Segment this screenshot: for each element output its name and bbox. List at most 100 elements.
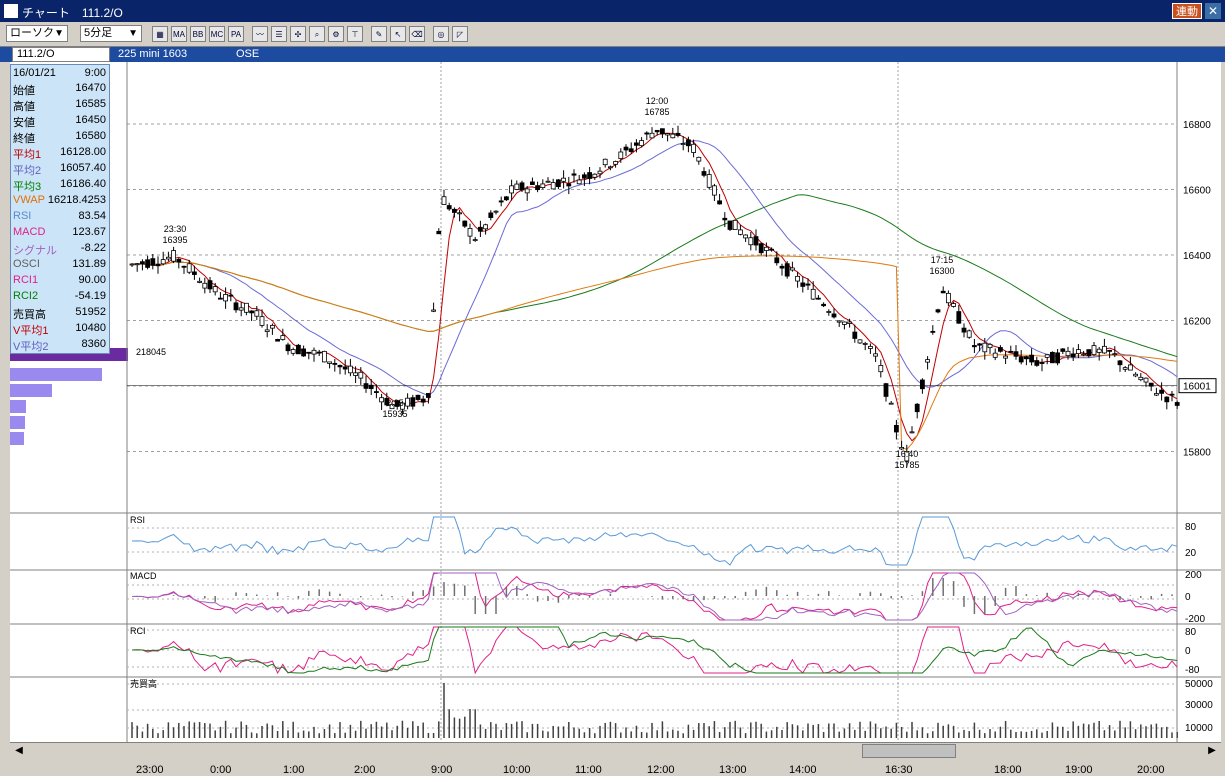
fibonacci-icon[interactable]: ✣ xyxy=(290,26,306,42)
data-row: RCI2 -54.19 xyxy=(11,289,109,305)
candle-body xyxy=(935,309,941,313)
annotation-time: 2:25 xyxy=(386,398,404,408)
ma2-line xyxy=(131,140,1178,397)
candle-body xyxy=(373,391,379,393)
data-row-label: 高値 xyxy=(13,101,35,113)
panel-label: MACD xyxy=(130,571,157,581)
candle-body xyxy=(956,311,962,324)
chart-type-select[interactable]: ローソク ▼ xyxy=(6,25,68,42)
candle-body xyxy=(649,132,655,139)
macd-icon[interactable]: MC xyxy=(209,26,225,42)
scroll-right-icon[interactable]: ▶ xyxy=(1208,745,1216,756)
data-row-value: -8.22 xyxy=(80,242,106,254)
candle-body xyxy=(961,327,967,333)
candle-body xyxy=(342,366,348,370)
pencil-icon[interactable]: ✎ xyxy=(371,26,387,42)
settings-icon[interactable]: ⚙ xyxy=(328,26,344,42)
candle-body xyxy=(191,271,197,275)
scroll-left-icon[interactable]: ◀ xyxy=(15,745,23,756)
ma-icon[interactable]: MA xyxy=(171,26,187,42)
data-row: 売買高 51952 xyxy=(11,305,109,321)
candle-body xyxy=(363,383,369,389)
candle-body xyxy=(1076,349,1081,354)
scrollbar-thumb[interactable] xyxy=(862,744,956,758)
ichimoku-icon[interactable]: ☰ xyxy=(271,26,287,42)
bb-icon[interactable]: BB xyxy=(190,26,206,42)
chart-app-icon xyxy=(4,4,18,18)
zoom-icon[interactable]: ⌕ xyxy=(309,26,325,42)
data-row-value: 10480 xyxy=(75,322,106,334)
data-row-value: 16128.00 xyxy=(60,146,106,158)
data-row-value: 51952 xyxy=(75,306,106,318)
volume-profile-bar xyxy=(10,368,102,381)
price-tick: 16200 xyxy=(1183,317,1211,328)
candle-body xyxy=(197,280,203,283)
candle-body xyxy=(483,224,489,230)
candle-body xyxy=(1055,352,1060,364)
candle-body xyxy=(857,339,863,344)
candle-body xyxy=(171,250,177,262)
signal-line xyxy=(131,572,1178,621)
time-label: 1:00 xyxy=(283,764,305,776)
candle-body xyxy=(764,246,769,251)
horizontal-scrollbar[interactable]: ◀ ▶ xyxy=(10,742,1221,759)
annotation-time: 16:40 xyxy=(896,449,919,459)
candle-body xyxy=(701,171,707,176)
instrument-bar: 111.2/O 225 mini 1603 OSE xyxy=(0,47,1225,62)
data-row-value: 8360 xyxy=(81,338,106,350)
candle-body xyxy=(1003,355,1008,359)
close-button[interactable]: ✕ xyxy=(1205,3,1221,19)
candle-body xyxy=(540,183,546,188)
time-label: 2:00 xyxy=(354,764,376,776)
eraser-icon[interactable]: ⌫ xyxy=(409,26,425,42)
candle-body xyxy=(139,261,145,265)
chart-select-icon[interactable]: ▦ xyxy=(152,26,168,42)
panel-tick: 80 xyxy=(1185,522,1197,533)
candle-body xyxy=(212,286,218,293)
data-row-label: MACD xyxy=(13,226,46,238)
data-row-value: 90.00 xyxy=(78,274,106,286)
candle-body xyxy=(207,280,213,290)
candle-body xyxy=(457,212,463,215)
draw-tool-icon[interactable]: ◸ xyxy=(452,26,468,42)
candle-body xyxy=(1013,351,1019,357)
candle-body xyxy=(618,151,624,160)
candle-body xyxy=(784,263,790,277)
pa-icon[interactable]: PA xyxy=(228,26,244,42)
volume-profile xyxy=(10,348,128,445)
volume-profile-bar xyxy=(10,384,52,397)
data-row-label: OSCI xyxy=(13,258,40,270)
candle-body xyxy=(150,258,156,266)
instrument-code[interactable]: 111.2/O xyxy=(12,47,110,62)
candle-body xyxy=(1169,393,1175,396)
data-row-label: 売買高 xyxy=(13,309,46,321)
data-row: OSCI 131.89 xyxy=(11,257,109,273)
indicator-lines xyxy=(131,132,1178,738)
line-chart-icon[interactable]: 〰 xyxy=(252,26,268,42)
search-icon[interactable]: ◎ xyxy=(433,26,449,42)
candle-body xyxy=(306,351,312,354)
renkan-button[interactable]: 連動 xyxy=(1172,3,1202,19)
vwap-line xyxy=(131,255,1178,450)
candle-body xyxy=(217,297,223,300)
chevron-down-icon: ▼ xyxy=(128,28,138,39)
candle-body xyxy=(998,347,1003,352)
candle-body xyxy=(358,371,364,379)
candle-body xyxy=(1039,362,1045,364)
candle-body xyxy=(1102,345,1107,354)
data-row-label: V平均1 xyxy=(13,325,49,337)
rsi-line xyxy=(131,516,1178,566)
time-label: 9:00 xyxy=(431,764,453,776)
candle-body xyxy=(254,310,260,317)
data-row-label: シグナル xyxy=(13,245,57,257)
candle-body xyxy=(977,343,982,346)
cursor-icon[interactable]: ↖ xyxy=(390,26,406,42)
candle-body xyxy=(228,294,234,297)
interval-select[interactable]: 5分足 ▼ xyxy=(80,25,142,42)
trend-icon[interactable]: ⊤ xyxy=(347,26,363,42)
data-row: 平均3 16186.40 xyxy=(11,177,109,193)
time-label: 13:00 xyxy=(719,764,747,776)
candle-body xyxy=(654,129,660,133)
candle-body xyxy=(779,265,785,269)
